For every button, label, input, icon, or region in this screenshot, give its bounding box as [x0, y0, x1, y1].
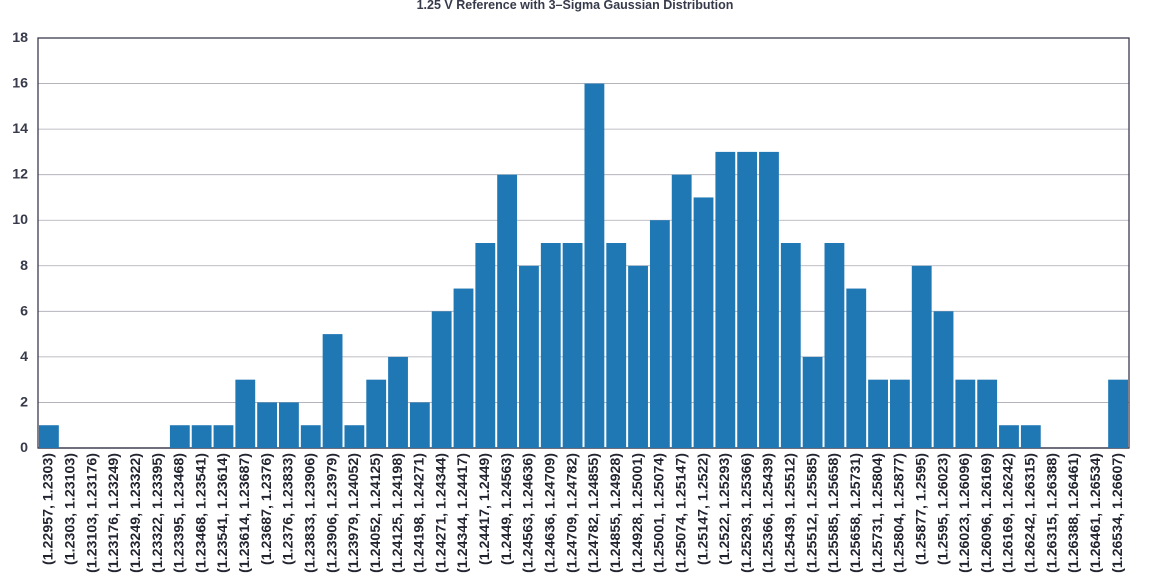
svg-text:(1.22957, 1.2303): (1.22957, 1.2303) [41, 453, 57, 565]
svg-text:16: 16 [12, 76, 28, 92]
svg-text:(1.25366, 1.25439): (1.25366, 1.25439) [761, 453, 777, 573]
svg-text:(1.24563, 1.24636): (1.24563, 1.24636) [521, 453, 537, 573]
svg-text:(1.25731, 1.25804): (1.25731, 1.25804) [870, 453, 886, 573]
svg-text:(1.23103, 1.23176): (1.23103, 1.23176) [84, 453, 100, 573]
svg-text:(1.2522, 1.25293): (1.2522, 1.25293) [717, 453, 733, 565]
svg-text:(1.24417, 1.2449): (1.24417, 1.2449) [477, 453, 493, 565]
svg-text:(1.25293, 1.25366): (1.25293, 1.25366) [739, 453, 755, 573]
svg-text:(1.25074, 1.25147): (1.25074, 1.25147) [673, 453, 689, 573]
svg-text:(1.23833, 1.23906): (1.23833, 1.23906) [303, 453, 319, 573]
svg-text:6: 6 [20, 303, 28, 319]
svg-text:(1.2303, 1.23103): (1.2303, 1.23103) [62, 453, 78, 565]
svg-text:(1.2449, 1.24563): (1.2449, 1.24563) [499, 453, 515, 565]
svg-text:8: 8 [20, 258, 28, 274]
svg-text:10: 10 [12, 212, 28, 228]
svg-text:(1.24344, 1.24417): (1.24344, 1.24417) [455, 453, 471, 573]
svg-text:(1.25877, 1.2595): (1.25877, 1.2595) [913, 453, 929, 565]
svg-text:(1.25658, 1.25731): (1.25658, 1.25731) [848, 453, 864, 573]
svg-text:(1.25585, 1.25658): (1.25585, 1.25658) [826, 453, 842, 573]
svg-text:(1.26242, 1.26315): (1.26242, 1.26315) [1023, 453, 1039, 573]
svg-text:(1.25147, 1.2522): (1.25147, 1.2522) [695, 453, 711, 565]
svg-text:(1.23176, 1.23249): (1.23176, 1.23249) [106, 453, 122, 573]
svg-text:(1.23322, 1.23395): (1.23322, 1.23395) [150, 453, 166, 573]
svg-text:(1.23541, 1.23614): (1.23541, 1.23614) [215, 453, 231, 573]
svg-text:(1.2595, 1.26023): (1.2595, 1.26023) [935, 453, 951, 565]
svg-text:(1.24052, 1.24125): (1.24052, 1.24125) [368, 453, 384, 573]
svg-text:(1.24855, 1.24928): (1.24855, 1.24928) [608, 453, 624, 573]
svg-text:(1.24928, 1.25001): (1.24928, 1.25001) [630, 453, 646, 573]
svg-text:(1.25512, 1.25585): (1.25512, 1.25585) [804, 453, 820, 573]
svg-text:(1.26388, 1.26461): (1.26388, 1.26461) [1066, 453, 1082, 573]
svg-text:(1.24709, 1.24782): (1.24709, 1.24782) [564, 453, 580, 573]
svg-text:(1.23468, 1.23541): (1.23468, 1.23541) [193, 453, 209, 573]
svg-text:(1.26534, 1.26607): (1.26534, 1.26607) [1110, 453, 1126, 573]
svg-text:(1.26315, 1.26388): (1.26315, 1.26388) [1044, 453, 1060, 573]
svg-text:(1.23687, 1.2376): (1.23687, 1.2376) [259, 453, 275, 565]
svg-text:(1.24125, 1.24198): (1.24125, 1.24198) [390, 453, 406, 573]
svg-text:(1.2376, 1.23833): (1.2376, 1.23833) [281, 453, 297, 565]
svg-text:(1.26023, 1.26096): (1.26023, 1.26096) [957, 453, 973, 573]
svg-text:(1.25001, 1.25074): (1.25001, 1.25074) [652, 453, 668, 573]
svg-text:(1.23906, 1.23979): (1.23906, 1.23979) [324, 453, 340, 573]
svg-text:(1.24271, 1.24344): (1.24271, 1.24344) [433, 453, 449, 573]
svg-text:(1.26461, 1.26534): (1.26461, 1.26534) [1088, 453, 1104, 573]
svg-text:0: 0 [20, 440, 28, 456]
svg-text:18: 18 [12, 30, 28, 46]
svg-text:(1.25439, 1.25512): (1.25439, 1.25512) [783, 453, 799, 573]
svg-text:(1.24782, 1.24855): (1.24782, 1.24855) [586, 453, 602, 573]
svg-text:(1.24198, 1.24271): (1.24198, 1.24271) [412, 453, 428, 573]
svg-text:(1.25804, 1.25877): (1.25804, 1.25877) [892, 453, 908, 573]
svg-text:14: 14 [12, 121, 28, 137]
svg-text:(1.24636, 1.24709): (1.24636, 1.24709) [543, 453, 559, 573]
svg-text:4: 4 [20, 349, 28, 365]
svg-text:(1.23979, 1.24052): (1.23979, 1.24052) [346, 453, 362, 573]
svg-text:(1.23614, 1.23687): (1.23614, 1.23687) [237, 453, 253, 573]
svg-text:(1.26169, 1.26242): (1.26169, 1.26242) [1001, 453, 1017, 573]
svg-text:2: 2 [20, 394, 28, 410]
svg-text:(1.26096, 1.26169): (1.26096, 1.26169) [979, 453, 995, 573]
svg-text:(1.23249, 1.23322): (1.23249, 1.23322) [128, 453, 144, 573]
svg-text:(1.23395, 1.23468): (1.23395, 1.23468) [172, 453, 188, 573]
svg-text:12: 12 [12, 167, 28, 183]
